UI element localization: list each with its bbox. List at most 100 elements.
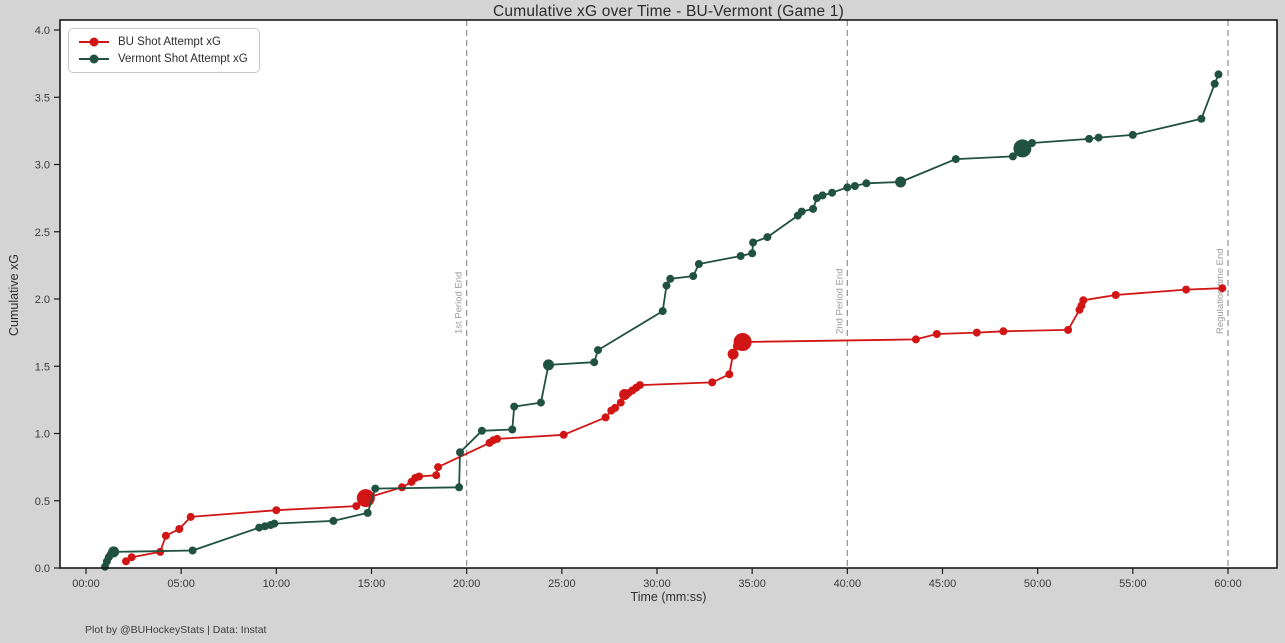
y-tick-label: 0.0 <box>35 563 50 575</box>
bu-shot-marker <box>272 506 281 515</box>
legend-item-bu: BU Shot Attempt xG <box>78 36 248 48</box>
y-axis-ticks: 0.0 0.5 1.0 1.5 2.0 2.5 3.0 3.5 4.0 <box>35 25 60 575</box>
vermont-shot-marker <box>536 398 545 407</box>
y-tick-label: 0.5 <box>35 496 50 508</box>
bu-shot-marker <box>432 471 441 480</box>
y-tick-label: 2.5 <box>35 227 50 239</box>
vermont-shot-marker <box>951 155 960 164</box>
x-tick-label: 60:00 <box>1214 578 1242 590</box>
legend-label-bu: BU Shot Attempt xG <box>118 36 221 48</box>
y-tick-label: 2.0 <box>35 294 50 306</box>
vermont-shot-marker <box>363 508 372 517</box>
y-axis-label: Cumulative xG <box>7 254 21 336</box>
x-tick-label: 10:00 <box>263 578 291 590</box>
bu-series <box>122 284 1227 566</box>
x-tick-label: 30:00 <box>643 578 671 590</box>
vermont-shot-marker <box>510 402 519 411</box>
y-tick-label: 3.0 <box>35 160 50 172</box>
vermont-shot-marker <box>818 191 827 200</box>
bu-shot-marker <box>727 348 739 360</box>
bu-shot-marker <box>708 378 717 387</box>
vermont-shot-marker <box>658 307 667 316</box>
vermont-shot-marker <box>666 274 675 283</box>
x-tick-label: 35:00 <box>738 578 766 590</box>
x-tick-label: 45:00 <box>929 578 957 590</box>
vermont-shot-marker <box>594 346 602 355</box>
vermont-shot-marker <box>689 272 698 281</box>
vermont-shot-marker <box>508 425 517 434</box>
bu-goal-marker <box>733 333 752 351</box>
vermont-shot-marker <box>694 260 703 268</box>
vermont-shot-marker <box>862 179 871 188</box>
vermont-shot-marker <box>1085 134 1094 143</box>
x-tick-label: 05:00 <box>167 578 195 590</box>
vermont-shot-marker <box>809 204 818 213</box>
bu-shot-marker <box>611 403 620 412</box>
bu-legend-swatch-icon <box>79 37 109 47</box>
bu-shot-marker <box>161 531 170 540</box>
vermont-shot-marker <box>590 358 599 367</box>
y-tick-label: 3.5 <box>35 92 50 104</box>
bu-shot-marker <box>1182 285 1191 294</box>
vermont-shot-marker <box>1008 152 1017 161</box>
period-end-label: 2nd Period End <box>834 269 845 335</box>
vermont-shot-marker <box>895 176 907 188</box>
vermont-shot-marker <box>371 484 380 493</box>
period-end-label: 1st Period End <box>454 272 465 334</box>
vermont-shot-marker <box>1197 114 1206 123</box>
y-tick-label: 4.0 <box>35 25 50 37</box>
y-tick-label: 1.5 <box>35 361 50 373</box>
vermont-shot-marker <box>456 448 464 457</box>
vermont-shot-marker <box>749 238 758 247</box>
y-tick-label: 1.0 <box>35 429 50 441</box>
vermont-series <box>101 70 1223 571</box>
bu-shot-marker <box>415 472 424 481</box>
legend-item-vermont: Vermont Shot Attempt xG <box>78 53 248 65</box>
vermont-shot-marker <box>108 546 120 558</box>
bu-shot-marker <box>434 463 443 472</box>
x-axis-ticks: 00:00 05:00 10:00 15:00 20:00 25:00 30:00 35:00… <box>72 568 1242 590</box>
bu-shot-marker <box>175 525 184 533</box>
x-tick-label: 50:00 <box>1024 578 1052 590</box>
vermont-shot-marker <box>843 183 852 192</box>
bu-shot-marker <box>999 327 1008 336</box>
vermont-shot-marker <box>763 233 772 242</box>
vermont-shot-marker <box>1028 139 1036 147</box>
bu-shot-marker <box>601 413 610 422</box>
x-tick-label: 25:00 <box>548 578 576 590</box>
vermont-shot-marker <box>1128 130 1137 139</box>
vermont-shot-marker <box>455 483 464 492</box>
bu-shot-marker <box>932 330 941 338</box>
vermont-shot-marker <box>477 426 486 435</box>
bu-shot-marker <box>559 430 568 439</box>
vermont-shot-marker <box>748 249 757 258</box>
vermont-shot-marker <box>736 252 745 260</box>
bu-shot-marker <box>1218 284 1227 293</box>
bu-shot-marker <box>122 557 130 566</box>
bu-shot-marker <box>352 502 361 511</box>
bu-shot-marker <box>186 512 195 521</box>
vermont-shot-marker <box>1094 133 1103 142</box>
plot-area <box>60 20 1277 568</box>
bu-shot-marker <box>616 398 625 407</box>
vermont-shot-marker <box>828 188 837 197</box>
bu-shot-marker <box>493 434 502 443</box>
x-tick-label: 15:00 <box>358 578 386 590</box>
bu-shot-marker <box>911 335 920 344</box>
chart-title: Cumulative xG over Time - BU-Vermont (Ga… <box>493 3 844 20</box>
vermont-shot-marker <box>543 359 554 371</box>
x-tick-label: 00:00 <box>72 578 100 590</box>
bu-shot-marker <box>1079 296 1088 305</box>
vermont-shot-marker <box>1214 70 1223 79</box>
x-tick-label: 40:00 <box>834 578 862 590</box>
bu-shot-marker <box>127 553 136 562</box>
bu-shot-marker <box>635 381 644 390</box>
vermont-shot-marker <box>797 207 806 216</box>
x-tick-label: 20:00 <box>453 578 481 590</box>
vermont-shot-marker <box>1210 79 1219 88</box>
bu-shot-marker <box>972 328 981 337</box>
bu-shot-marker <box>725 370 734 379</box>
vermont-shot-marker <box>329 516 338 525</box>
x-axis-label: Time (mm:ss) <box>630 590 707 604</box>
